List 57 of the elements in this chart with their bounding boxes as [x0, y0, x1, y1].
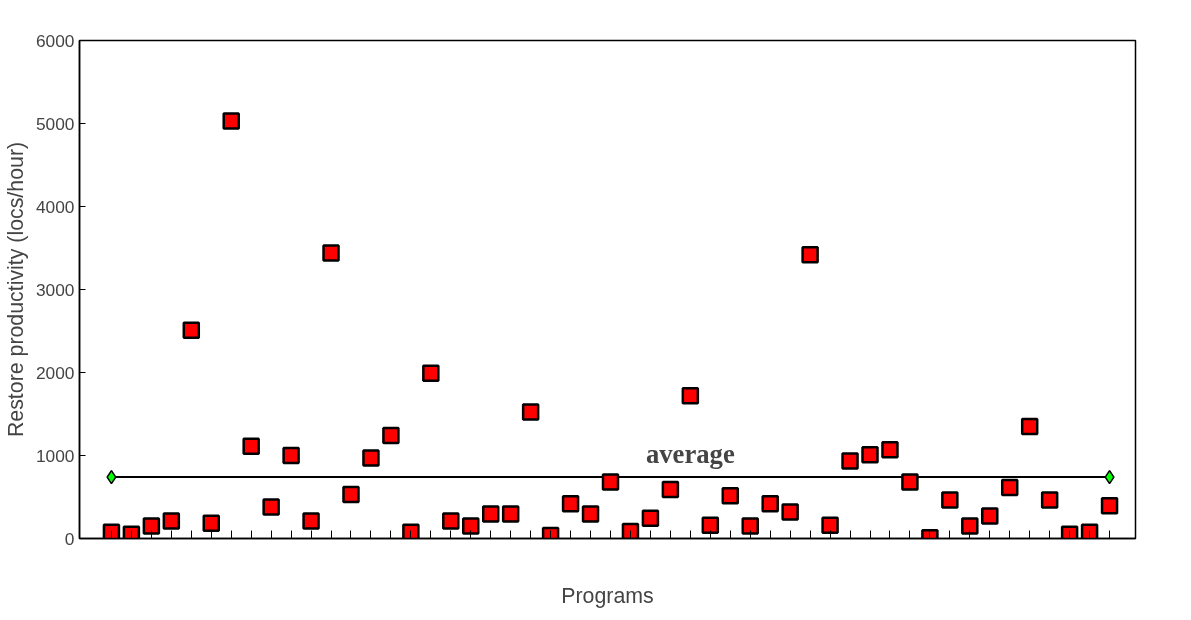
ref-line-label: average — [645, 439, 735, 470]
point — [841, 452, 859, 470]
point — [242, 437, 260, 456]
point — [202, 514, 220, 532]
point — [162, 512, 181, 530]
point — [222, 112, 240, 130]
point — [382, 426, 400, 445]
point — [761, 494, 779, 513]
point — [781, 503, 799, 521]
point — [422, 364, 440, 383]
point — [961, 517, 979, 535]
y-tick-label: 3000 — [35, 279, 75, 300]
point — [741, 517, 759, 535]
point — [601, 473, 620, 491]
y-tick-label: 0 — [64, 528, 75, 549]
point — [182, 321, 201, 339]
point — [941, 491, 959, 509]
point — [501, 505, 520, 523]
point — [362, 449, 380, 467]
y-tick-label: 1000 — [35, 445, 75, 466]
y-tick-label: 2000 — [35, 362, 75, 383]
y-tick-label: 6000 — [35, 30, 75, 51]
point — [102, 523, 121, 539]
point — [681, 386, 700, 405]
point — [1100, 496, 1119, 515]
point — [462, 517, 480, 535]
point — [641, 509, 660, 527]
point — [621, 522, 640, 539]
point — [901, 473, 919, 491]
y-axis-title: Restore productivity (locs/hour) — [3, 141, 28, 438]
point — [1040, 491, 1059, 509]
point — [861, 445, 879, 464]
point — [442, 512, 460, 530]
point — [721, 487, 740, 505]
point — [481, 505, 500, 523]
point — [1020, 417, 1039, 436]
point — [801, 245, 819, 264]
point — [561, 494, 580, 513]
point — [521, 403, 540, 421]
point — [981, 507, 999, 525]
point — [1000, 478, 1019, 497]
point — [302, 512, 320, 530]
point — [322, 244, 340, 262]
point — [821, 516, 839, 534]
y-tick-label: 5000 — [35, 113, 75, 134]
point — [881, 440, 899, 459]
point — [282, 446, 300, 465]
x-axis-title: Programs — [561, 583, 654, 608]
y-tick-label: 4000 — [35, 196, 75, 217]
point — [661, 480, 680, 499]
point — [262, 498, 280, 516]
point — [701, 516, 720, 534]
point — [142, 517, 161, 535]
point — [581, 505, 600, 523]
point — [1080, 523, 1099, 539]
point — [342, 485, 360, 504]
point — [402, 523, 420, 539]
